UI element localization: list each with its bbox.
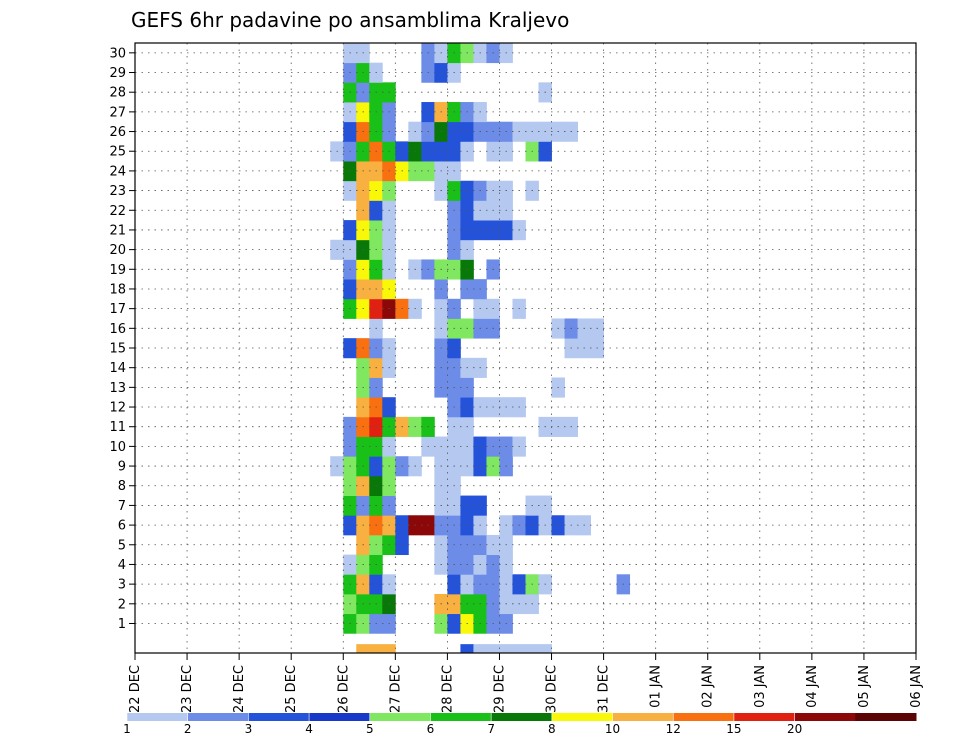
y-tick-label: 28: [109, 86, 126, 101]
cell-bottom-strip: [473, 644, 487, 653]
cell-bottom-strip: [356, 644, 370, 653]
colorbar-label: 6: [427, 722, 435, 736]
y-tick-label: 1: [118, 617, 126, 632]
y-tick-label: 8: [118, 479, 126, 494]
cell-bottom-strip: [460, 644, 474, 653]
y-tick-label: 4: [118, 558, 126, 573]
colorbar-label: 2: [184, 722, 192, 736]
y-tick-label: 22: [109, 204, 126, 219]
colorbar-label: 10: [605, 722, 620, 736]
colorbar-swatch: [673, 713, 735, 721]
x-tick-label: 22 DEC: [128, 665, 143, 713]
x-tick-label: 24 DEC: [232, 665, 247, 713]
colorbar-swatch: [551, 713, 614, 721]
y-tick-label: 19: [109, 263, 126, 278]
y-tick-label: 2: [118, 597, 126, 612]
colorbar-swatch: [612, 713, 674, 721]
colorbar-label: 5: [366, 722, 374, 736]
colorbar-label: 15: [726, 722, 741, 736]
x-tick-label: 31 DEC: [597, 665, 612, 713]
colorbar-label: 7: [487, 722, 495, 736]
y-tick-label: 30: [109, 46, 126, 61]
y-tick-label: 5: [118, 538, 126, 553]
y-tick-label: 11: [109, 420, 126, 435]
y-tick-label: 27: [109, 105, 126, 120]
colorbar-swatch: [733, 713, 796, 721]
x-tick-label: 30 DEC: [545, 665, 560, 713]
x-axis-date-labels: 22 DEC 23 DEC 24 DEC 25 DEC 26 DEC 27 DEC 28 D…: [128, 653, 924, 713]
cell-bottom-strip: [538, 644, 552, 653]
y-tick-label: 25: [109, 145, 126, 160]
x-tick-label: 28 DEC: [440, 665, 455, 713]
y-tick-label: 23: [109, 184, 126, 199]
colorbar-swatch: [794, 713, 856, 721]
x-tick-label: 27 DEC: [388, 665, 403, 713]
y-tick-label: 14: [109, 361, 126, 376]
x-tick-label: 29 DEC: [492, 665, 507, 713]
y-tick-label: 16: [109, 322, 126, 337]
dotted-grid: [135, 43, 916, 653]
colorbar-label: 12: [666, 722, 681, 736]
y-tick-label: 10: [109, 440, 126, 455]
colorbar-label: 1: [123, 722, 131, 736]
colorbar-swatch: [309, 713, 371, 721]
colorbar-swatch: [491, 713, 553, 721]
y-tick-label: 12: [109, 401, 126, 416]
colorbar-swatch: [855, 713, 917, 721]
cell-bottom-strip: [382, 644, 396, 653]
y-tick-label: 3: [118, 578, 126, 593]
x-tick-label: 01 JAN: [649, 665, 664, 708]
colorbar-label: 8: [548, 722, 556, 736]
x-tick-label: 05 JAN: [857, 665, 872, 708]
colorbar-swatch: [369, 713, 431, 721]
y-axis-member-labels: 1234567891011121314151617181920212223242…: [109, 46, 135, 632]
y-tick-label: 17: [109, 302, 126, 317]
cell-bottom-strip: [486, 644, 500, 653]
y-tick-label: 18: [109, 282, 126, 297]
y-tick-label: 9: [118, 460, 126, 475]
chart-title: GEFS 6hr padavine po ansamblima Kraljevo: [131, 8, 569, 32]
colorbar-label: 3: [245, 722, 253, 736]
y-tick-label: 20: [109, 243, 126, 258]
y-tick-label: 24: [109, 164, 126, 179]
heatmap-cells: [330, 43, 631, 653]
cell-bottom-strip: [499, 644, 513, 653]
y-tick-label: 21: [109, 223, 126, 238]
cell-bottom-strip: [512, 644, 526, 653]
cell-bottom-strip: [369, 644, 383, 653]
y-tick-label: 26: [109, 125, 126, 140]
colorbar-swatch: [187, 713, 249, 721]
x-tick-label: 02 JAN: [701, 665, 716, 708]
y-tick-label: 15: [109, 342, 126, 357]
y-tick-label: 7: [118, 499, 126, 514]
x-tick-label: 06 JAN: [909, 665, 924, 708]
colorbar-swatch: [248, 713, 310, 721]
colorbar-legend: 1 2 3 4 5 6 7 8 10 12 15 20: [123, 713, 917, 736]
x-tick-label: 25 DEC: [284, 665, 299, 713]
x-tick-label: 23 DEC: [180, 665, 195, 713]
y-tick-label: 29: [109, 66, 126, 81]
colorbar-label: 4: [305, 722, 313, 736]
y-tick-label: 6: [118, 519, 126, 534]
colorbar-swatch: [430, 713, 492, 721]
cell-bottom-strip: [525, 644, 539, 653]
colorbar-label: 20: [787, 722, 802, 736]
y-tick-label: 13: [109, 381, 126, 396]
x-tick-label: 03 JAN: [753, 665, 768, 708]
colorbar-swatch: [127, 713, 189, 721]
x-tick-label: 04 JAN: [805, 665, 820, 708]
x-tick-label: 26 DEC: [336, 665, 351, 713]
